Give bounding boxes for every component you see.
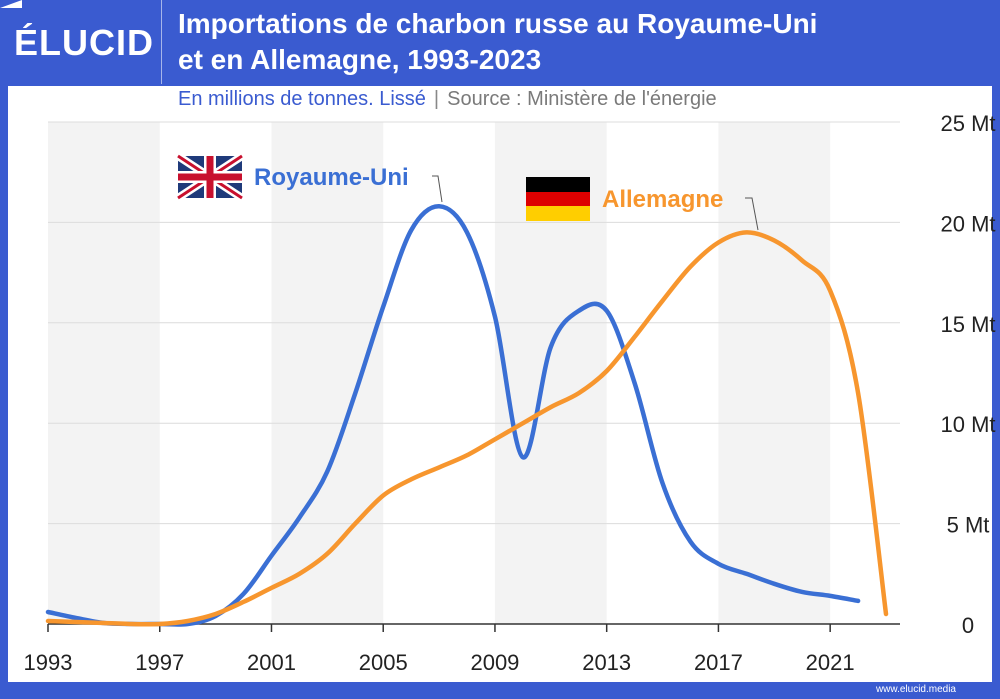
y-tick-label: 10 Mt <box>940 412 995 437</box>
title-line-2: et en Allemagne, 1993-2023 <box>178 44 542 75</box>
title-line-1: Importations de charbon russe au Royaume… <box>178 8 818 39</box>
year-band <box>48 122 160 624</box>
y-tick-label: 5 Mt <box>947 513 990 538</box>
germany-flag-icon <box>526 177 590 221</box>
x-tick-label: 1997 <box>135 650 184 675</box>
y-tick-label: 20 Mt <box>940 211 995 236</box>
header-divider <box>161 0 162 84</box>
elucid-logo: ÉLUCID <box>14 22 154 63</box>
footer-url: www.elucid.media <box>875 684 956 695</box>
uk-flag-icon <box>175 152 245 202</box>
y-tick-labels: 0 5 Mt 10 Mt 15 Mt 20 Mt 25 Mt <box>940 111 995 638</box>
source-text: Source : Ministère de l'énergie <box>447 88 717 110</box>
x-tick-label: 2017 <box>694 650 743 675</box>
elucid-mark-icon <box>0 0 22 8</box>
annotation-allemagne: Allemagne <box>602 186 723 213</box>
year-band <box>718 122 831 624</box>
year-band <box>271 122 384 624</box>
annotation-royaume-uni: Royaume-Uni <box>254 164 409 191</box>
chart-title: Importations de charbon russe au Royaume… <box>178 6 978 78</box>
subtitle-text: En millions de tonnes. Lissé <box>178 88 426 110</box>
series-line-royaume-uni <box>45 204 861 627</box>
x-tick-labels: 1993 1997 2001 2005 2009 2013 2017 2021 <box>24 624 855 675</box>
x-tick-label: 2001 <box>247 650 296 675</box>
y-tick-label: 0 <box>962 613 974 638</box>
x-tick-label: 2021 <box>806 650 855 675</box>
x-tick-label: 1993 <box>24 650 73 675</box>
x-tick-label: 2005 <box>359 650 408 675</box>
series-lines <box>45 204 889 627</box>
x-tick-label: 2009 <box>470 650 519 675</box>
leader-line <box>745 197 759 231</box>
y-tick-label: 25 Mt <box>940 111 995 136</box>
x-tick-label: 2013 <box>582 650 631 675</box>
series-line-allemagne <box>45 230 889 627</box>
y-tick-label: 15 Mt <box>940 312 995 337</box>
subtitle: En millions de tonnes. Lissé | Source : Mi… <box>178 88 717 111</box>
annotations: Royaume-Uni Allemagne <box>175 152 759 231</box>
subtitle-separator: | <box>433 88 440 110</box>
leader-line <box>432 175 443 203</box>
